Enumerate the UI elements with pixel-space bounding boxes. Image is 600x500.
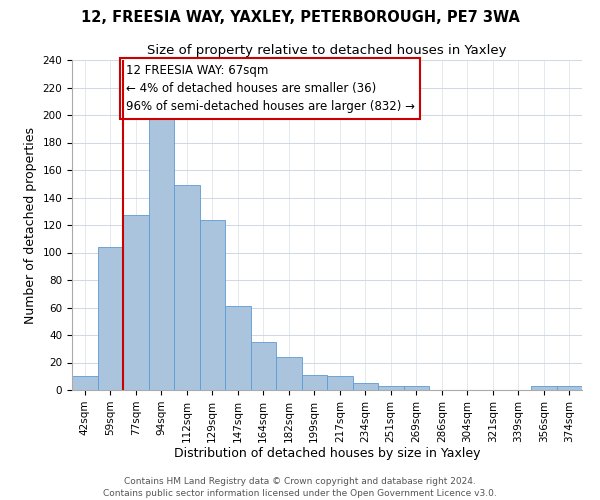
Title: Size of property relative to detached houses in Yaxley: Size of property relative to detached ho… [147,44,507,58]
X-axis label: Distribution of detached houses by size in Yaxley: Distribution of detached houses by size … [174,448,480,460]
Bar [97,247,123,390]
Bar [174,185,199,390]
Text: 12 FREESIA WAY: 67sqm
← 4% of detached houses are smaller (36)
96% of semi-detac: 12 FREESIA WAY: 67sqm ← 4% of detached h… [125,64,415,113]
Bar [327,376,353,390]
Bar [531,386,557,390]
Bar [404,386,429,390]
Bar [225,306,251,390]
Bar [199,220,225,390]
Bar [378,386,404,390]
Bar [72,376,97,390]
Bar [557,386,582,390]
Bar [353,383,378,390]
Bar [302,375,327,390]
Bar [123,216,149,390]
Bar [251,342,276,390]
Y-axis label: Number of detached properties: Number of detached properties [24,126,37,324]
Bar [276,357,302,390]
Text: Contains HM Land Registry data © Crown copyright and database right 2024.
Contai: Contains HM Land Registry data © Crown c… [103,476,497,498]
Text: 12, FREESIA WAY, YAXLEY, PETERBOROUGH, PE7 3WA: 12, FREESIA WAY, YAXLEY, PETERBOROUGH, P… [80,10,520,25]
Bar [149,116,174,390]
